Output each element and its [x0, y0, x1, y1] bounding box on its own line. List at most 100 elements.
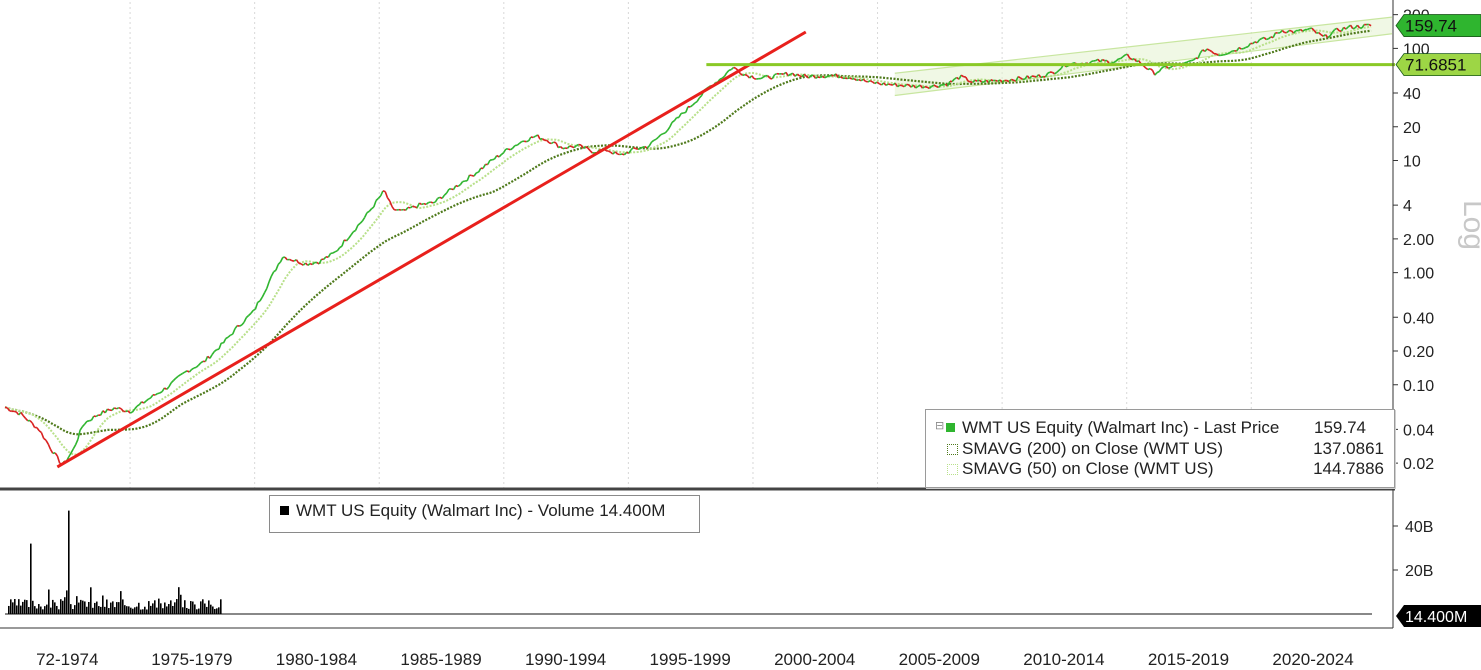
price-segment-up: [239, 324, 243, 327]
price-segment-up: [493, 155, 498, 160]
price-segment-down: [799, 75, 803, 78]
price-segment-down: [805, 75, 810, 79]
volume-bar: [18, 599, 20, 614]
price-segment-down: [901, 84, 905, 88]
price-segment-down: [1270, 36, 1274, 39]
price-segment-up: [307, 262, 311, 266]
price-segment-up: [498, 154, 502, 158]
price-segment-up: [375, 197, 379, 202]
price-segment-up: [252, 308, 256, 312]
price-segment-up: [327, 252, 332, 258]
price-segment-up: [339, 245, 343, 249]
price-segment-up: [95, 414, 99, 418]
volume-bar: [102, 595, 104, 614]
price-segment-up: [268, 275, 273, 283]
price-segment-down: [4, 406, 8, 409]
price-segment-down: [796, 73, 801, 77]
y-tick-label: 0.04: [1403, 422, 1434, 439]
price-segment-down: [141, 401, 145, 404]
price-segment-up: [915, 85, 919, 89]
sma200-line: [4, 29, 1372, 436]
price-segment-up: [655, 136, 659, 140]
price-segment-down: [894, 82, 899, 88]
price-segment-up: [1192, 57, 1197, 61]
price-segment-down: [1336, 27, 1340, 32]
volume-bar: [38, 604, 40, 614]
price-segment-up: [1204, 48, 1208, 52]
price-segment-up: [946, 80, 951, 87]
legend-value-price: 159.74: [1314, 418, 1366, 437]
price-segment-down: [585, 146, 589, 149]
volume-bar: [104, 606, 106, 614]
price-segment-up: [528, 136, 532, 142]
price-segment-up: [52, 452, 56, 455]
price-segment-up: [104, 408, 109, 414]
price-segment-down: [908, 84, 912, 88]
volume-bar: [76, 596, 78, 614]
price-segment-down: [418, 202, 423, 206]
volume-bar: [84, 601, 86, 614]
price-segment-down: [803, 73, 807, 77]
volume-bar: [158, 598, 160, 614]
price-segment-up: [302, 262, 307, 266]
price-segment-up: [1113, 60, 1117, 64]
price-segment-down: [386, 197, 391, 202]
price-segment-up: [1361, 24, 1365, 29]
price-segment-down: [113, 407, 117, 410]
price-segment-down: [967, 80, 971, 83]
price-segment-down: [412, 205, 416, 208]
price-segment-down: [869, 79, 873, 83]
volume-bar: [16, 605, 18, 614]
price-segment-down: [840, 76, 844, 79]
volume-bar: [54, 602, 56, 614]
price-segment-down: [614, 151, 619, 155]
price-segment-up: [972, 79, 976, 83]
price-segment-up: [432, 201, 436, 204]
price-segment-up: [987, 79, 992, 84]
price-segment-down: [1011, 78, 1014, 82]
price-segment-up: [660, 132, 664, 136]
legend-expand-icon[interactable]: ⊟: [935, 420, 945, 432]
price-segment-up: [270, 271, 275, 277]
legend-row-sma200: SMAVG (200) on Close (WMT US) 137.0861: [926, 439, 1394, 459]
price-segment-down: [610, 151, 614, 155]
price-segment-up: [227, 334, 231, 338]
price-segment-up: [1245, 45, 1249, 49]
price-segment-up: [68, 452, 72, 458]
volume-bar: [108, 608, 110, 614]
price-segment-up: [457, 183, 461, 188]
volume-bar: [178, 587, 180, 614]
price-segment-down: [56, 455, 61, 464]
price-segment-down: [1215, 53, 1219, 57]
price-segment-up: [1190, 59, 1194, 62]
price-segment-down: [298, 262, 302, 265]
price-segment-up: [874, 81, 878, 85]
price-segment-down: [22, 415, 27, 419]
price-segment-down: [1151, 69, 1156, 76]
volume-bar: [44, 606, 46, 614]
volume-bar: [120, 591, 122, 614]
price-segment-up: [172, 377, 177, 382]
price-segment-down: [107, 408, 111, 411]
price-segment-up: [867, 79, 871, 83]
price-segment-down: [589, 150, 593, 154]
price-segment-up: [953, 76, 958, 80]
volume-bar: [202, 599, 204, 614]
price-segment-up: [477, 167, 482, 173]
volume-bar: [72, 609, 74, 614]
price-segment-up: [277, 261, 282, 265]
price-segment-up: [197, 362, 202, 366]
price-segment-down: [523, 140, 527, 143]
price-segment-up: [129, 411, 133, 414]
price-segment-down: [835, 73, 839, 79]
volume-bar: [144, 606, 146, 614]
price-segment-up: [323, 256, 327, 260]
price-segment-up: [881, 82, 885, 86]
volume-bar: [130, 607, 132, 614]
price-segment-up: [204, 355, 209, 362]
price-segment-up: [657, 134, 662, 138]
volume-bar: [188, 608, 190, 614]
price-segment-up: [526, 140, 529, 143]
price-segment-up: [566, 145, 571, 149]
price-segment-up: [648, 141, 653, 147]
